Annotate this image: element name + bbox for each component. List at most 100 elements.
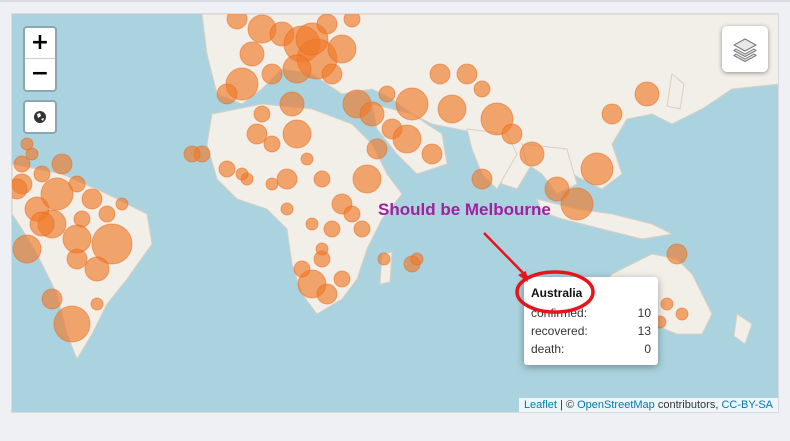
case-marker[interactable] xyxy=(20,137,34,151)
case-marker[interactable] xyxy=(90,297,104,311)
case-marker[interactable] xyxy=(218,160,236,178)
layers-control-button[interactable] xyxy=(722,26,768,72)
case-marker[interactable] xyxy=(98,205,116,223)
popup-row-recovered: recovered: 13 xyxy=(531,322,651,340)
case-marker[interactable] xyxy=(519,141,545,167)
case-marker[interactable] xyxy=(276,168,298,190)
case-marker[interactable] xyxy=(33,165,51,183)
case-marker[interactable] xyxy=(634,81,660,107)
popup-label: death: xyxy=(531,342,565,356)
case-marker[interactable] xyxy=(666,243,688,265)
case-marker[interactable] xyxy=(282,119,312,149)
case-marker[interactable] xyxy=(53,305,91,343)
zoom-out-button[interactable]: − xyxy=(30,61,50,86)
case-marker[interactable] xyxy=(456,63,478,85)
case-marker[interactable] xyxy=(280,202,294,216)
case-marker[interactable] xyxy=(353,220,371,238)
case-marker[interactable] xyxy=(81,188,103,210)
case-marker[interactable] xyxy=(235,167,249,181)
case-marker[interactable] xyxy=(352,164,382,194)
case-marker[interactable] xyxy=(239,41,265,67)
case-marker[interactable] xyxy=(41,288,63,310)
case-marker[interactable] xyxy=(12,178,28,200)
case-marker[interactable] xyxy=(437,94,467,124)
case-marker[interactable] xyxy=(675,307,689,321)
case-marker[interactable] xyxy=(315,242,329,256)
case-marker[interactable] xyxy=(253,105,271,123)
popup-value: 13 xyxy=(637,324,651,338)
case-marker[interactable] xyxy=(601,103,623,125)
case-marker[interactable] xyxy=(378,85,396,103)
case-marker[interactable] xyxy=(343,205,361,223)
case-marker[interactable] xyxy=(115,197,129,211)
land-japan xyxy=(666,73,685,110)
license-link[interactable]: CC-BY-SA xyxy=(721,399,773,411)
case-marker[interactable] xyxy=(377,252,391,266)
case-marker[interactable] xyxy=(13,155,31,173)
case-marker[interactable] xyxy=(316,283,338,305)
case-marker[interactable] xyxy=(323,220,341,238)
case-marker[interactable] xyxy=(305,217,319,231)
case-marker[interactable] xyxy=(300,152,314,166)
case-marker[interactable] xyxy=(560,187,594,221)
layers-icon xyxy=(732,38,758,63)
attribution-contributors: contributors, xyxy=(657,399,719,411)
leaflet-link[interactable]: Leaflet xyxy=(523,399,557,411)
case-marker[interactable] xyxy=(429,63,451,85)
case-marker[interactable] xyxy=(51,153,73,175)
popup-row-confirmed: confirmed: 10 xyxy=(531,304,651,322)
map-container[interactable]: + − Australia confirmed: 10 xyxy=(11,13,779,413)
locate-button[interactable] xyxy=(23,100,57,134)
case-marker[interactable] xyxy=(91,223,133,265)
case-marker[interactable] xyxy=(471,168,493,190)
case-marker[interactable] xyxy=(473,80,491,98)
case-marker[interactable] xyxy=(343,14,361,28)
osm-link[interactable]: OpenStreetMap xyxy=(577,399,655,411)
popup-row-death: death: 0 xyxy=(531,340,651,358)
case-marker[interactable] xyxy=(12,234,42,264)
popup-label: confirmed: xyxy=(531,306,588,320)
popup-label: recovered: xyxy=(531,324,588,338)
case-marker[interactable] xyxy=(40,177,74,211)
country-popup: Australia confirmed: 10 recovered: 13 de… xyxy=(524,277,658,365)
case-marker[interactable] xyxy=(544,176,570,202)
zoom-in-button[interactable]: + xyxy=(25,28,55,59)
case-marker[interactable] xyxy=(282,54,312,84)
case-marker[interactable] xyxy=(316,14,338,35)
case-marker[interactable] xyxy=(261,63,283,85)
case-marker[interactable] xyxy=(395,87,429,121)
land-new-zealand xyxy=(733,313,753,345)
case-marker[interactable] xyxy=(421,143,443,165)
case-marker[interactable] xyxy=(660,297,674,311)
case-marker[interactable] xyxy=(366,138,388,160)
case-marker[interactable] xyxy=(279,91,305,117)
land-indonesia xyxy=(536,198,674,240)
popup-value: 10 xyxy=(637,306,651,320)
globe-icon xyxy=(34,111,46,123)
case-marker[interactable] xyxy=(321,63,343,85)
case-marker[interactable] xyxy=(410,252,424,266)
case-marker[interactable] xyxy=(216,83,238,105)
case-marker[interactable] xyxy=(359,101,385,127)
case-marker[interactable] xyxy=(84,256,110,282)
case-marker[interactable] xyxy=(265,177,279,191)
top-border xyxy=(0,0,790,2)
case-marker[interactable] xyxy=(392,124,422,154)
case-marker[interactable] xyxy=(293,260,311,278)
case-marker[interactable] xyxy=(580,152,614,186)
zoom-control: + − xyxy=(23,26,57,92)
case-marker[interactable] xyxy=(501,123,523,145)
case-marker[interactable] xyxy=(333,270,351,288)
case-marker[interactable] xyxy=(183,145,201,163)
popup-title: Australia xyxy=(531,286,583,300)
case-marker[interactable] xyxy=(226,14,248,30)
case-marker[interactable] xyxy=(29,211,55,237)
case-marker[interactable] xyxy=(62,224,92,254)
world-map[interactable] xyxy=(12,14,779,413)
annotation-text: Should be Melbourne xyxy=(378,200,551,219)
case-marker[interactable] xyxy=(327,34,357,64)
case-marker[interactable] xyxy=(313,170,331,188)
case-marker[interactable] xyxy=(246,123,268,145)
case-marker[interactable] xyxy=(263,135,281,153)
